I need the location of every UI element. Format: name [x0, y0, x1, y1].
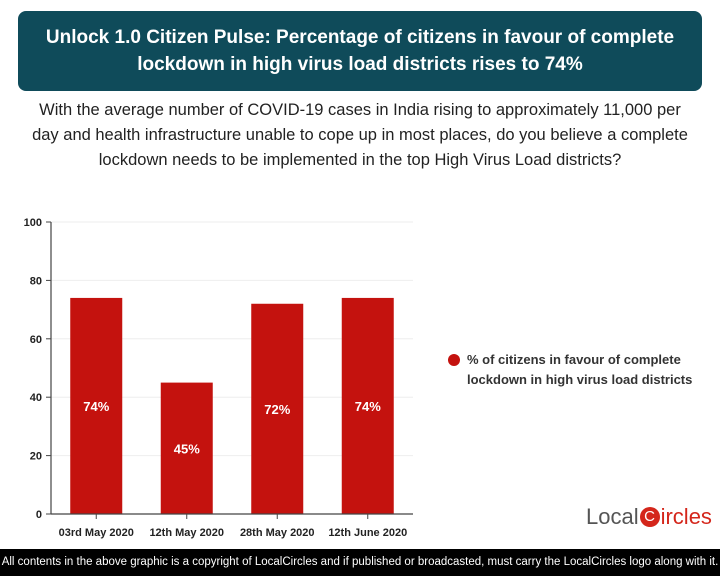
- x-tick-label: 28th May 2020: [240, 527, 315, 539]
- logo-text-local: Local: [586, 504, 639, 529]
- y-tick-label: 80: [30, 275, 42, 287]
- y-tick-label: 60: [30, 334, 42, 346]
- header-title: Unlock 1.0 Citizen Pulse: Percentage of …: [45, 27, 675, 75]
- y-tick-label: 100: [24, 217, 42, 229]
- bar: [251, 303, 304, 514]
- survey-question: With the average number of COVID-19 case…: [32, 101, 688, 169]
- bar: [341, 297, 394, 514]
- data-label: 45%: [174, 441, 200, 456]
- x-tick-label: 12th May 2020: [149, 527, 224, 539]
- y-tick-label: 20: [30, 451, 42, 463]
- bar: [70, 297, 123, 514]
- data-label: 74%: [355, 399, 381, 414]
- bar-chart: 0 20 40 60 80 100 74% 03rd May 2020 45% 12th May …: [24, 217, 413, 539]
- y-tick-label: 0: [36, 509, 42, 521]
- data-label: 72%: [264, 402, 290, 417]
- logo-text-ircles: ircles: [660, 504, 712, 529]
- x-tick-label: 12th June 2020: [328, 527, 407, 539]
- copyright-footer: All contents in the above graphic is a c…: [0, 549, 720, 576]
- logo-pin-icon: C: [639, 507, 660, 527]
- legend-swatch: [448, 354, 460, 366]
- legend-label-line2: lockdown in high virus load districts: [467, 372, 693, 387]
- header-banner: Unlock 1.0 Citizen Pulse: Percentage of …: [18, 11, 702, 91]
- bar: [160, 382, 213, 514]
- data-label: 74%: [83, 399, 109, 414]
- legend: % of citizens in favour of complete lockd…: [448, 350, 692, 390]
- y-tick-label: 40: [30, 392, 42, 404]
- x-tick-label: 03rd May 2020: [59, 527, 134, 539]
- legend-label-line1: % of citizens in favour of complete: [467, 352, 681, 367]
